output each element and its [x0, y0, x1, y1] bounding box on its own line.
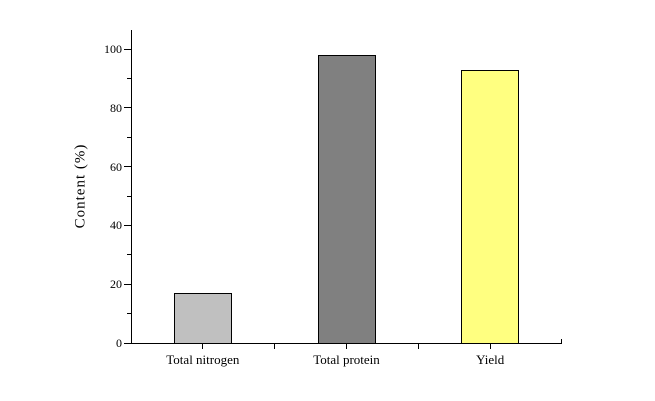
y-minor-tick — [127, 313, 131, 315]
y-minor-tick — [127, 136, 131, 138]
y-tick-label: 20 — [110, 277, 122, 292]
bar-total-protein — [317, 54, 376, 344]
y-minor-tick — [127, 195, 131, 197]
y-tick-label: 0 — [116, 336, 122, 350]
y-tick-label: 60 — [110, 159, 122, 174]
y-minor-tick — [127, 77, 131, 79]
x-major-tick — [346, 344, 347, 349]
x-category-label: Total nitrogen — [166, 352, 240, 367]
y-major-tick — [124, 107, 131, 109]
bar-yield — [461, 69, 520, 344]
x-major-tick — [489, 344, 491, 349]
y-axis-title: Content (%) — [72, 143, 89, 229]
y-minor-tick — [127, 254, 131, 256]
y-axis-line — [131, 30, 132, 344]
x-minor-tick — [274, 344, 276, 349]
y-major-tick — [124, 48, 131, 50]
y-tick-label: 40 — [110, 218, 122, 233]
x-minor-tick — [417, 344, 419, 349]
y-major-tick — [124, 224, 131, 226]
x-major-tick — [202, 344, 204, 349]
y-major-tick — [124, 342, 131, 344]
bar-total-nitrogen — [173, 293, 232, 344]
y-major-tick — [124, 283, 131, 285]
y-major-tick — [124, 166, 131, 168]
y-tick-label: 80 — [110, 100, 122, 115]
x-category-label: Yield — [476, 352, 505, 367]
y-tick-label: 100 — [104, 42, 122, 56]
x-axis-end-tick — [561, 339, 562, 343]
x-category-label: Total protein — [313, 352, 380, 367]
